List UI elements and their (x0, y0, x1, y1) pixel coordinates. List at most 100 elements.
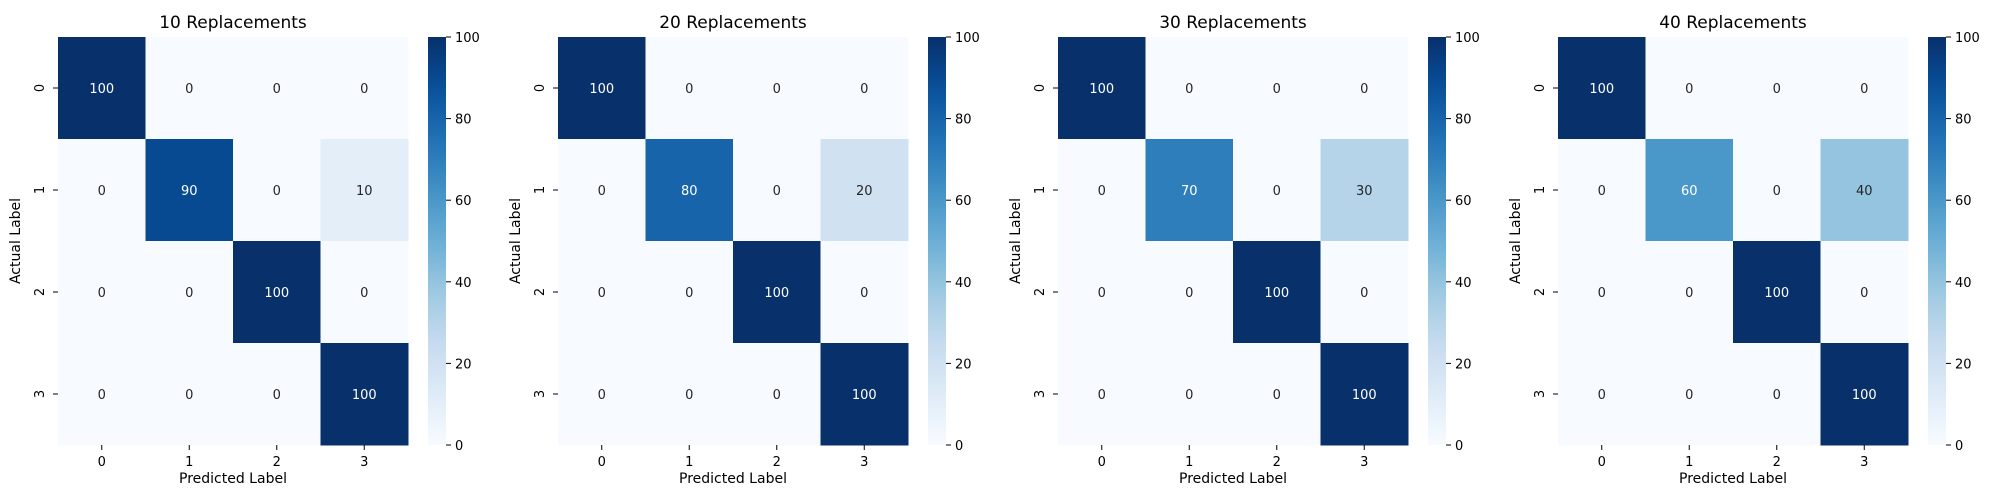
x-tick-label: 2 (1273, 455, 1281, 470)
cell-value-label: 0 (1773, 388, 1781, 403)
heatmap-cell (58, 241, 146, 344)
chart-title: 30 Replacements (1159, 13, 1307, 33)
heatmap-cell (733, 241, 821, 344)
x-tick-label: 1 (1185, 455, 1193, 470)
cell-value-label: 70 (1181, 184, 1198, 199)
heatmap-cell (645, 241, 734, 344)
cell-value-label: 0 (273, 388, 281, 403)
x-tick-label: 2 (1773, 455, 1781, 470)
cell-value-label: 80 (681, 184, 698, 199)
colorbar (1428, 37, 1446, 445)
colorbar-tick-label: 60 (455, 194, 472, 209)
heatmap-cell (320, 37, 409, 140)
heatmap-cell (645, 343, 734, 446)
y-axis-label: Actual Label (8, 198, 24, 284)
y-tick-label: 2 (1533, 288, 1548, 296)
heatmap-cell (1733, 241, 1821, 344)
cell-value-label: 0 (685, 388, 693, 403)
heatmap-cell (1233, 37, 1321, 140)
cell-value-label: 0 (273, 184, 281, 199)
cell-value-label: 100 (589, 82, 614, 97)
heatmap-cell (320, 139, 409, 242)
y-tick-label: 0 (533, 84, 548, 92)
heatmap-cell (820, 37, 909, 140)
heatmap-cell (558, 37, 646, 140)
colorbar-tick-label: 100 (955, 31, 980, 46)
y-tick-label: 1 (33, 186, 48, 194)
heatmap-cell (733, 343, 821, 446)
heatmap-cell (58, 343, 146, 446)
colorbar-tick-label: 40 (1455, 276, 1472, 291)
heatmap-cell (1558, 37, 1646, 140)
cell-value-label: 100 (1589, 82, 1614, 97)
heatmap-cell (1558, 241, 1646, 344)
heatmap-cell (1820, 37, 1909, 140)
cell-value-label: 0 (1273, 82, 1281, 97)
cell-value-label: 0 (1098, 388, 1106, 403)
cell-value-label: 0 (1598, 184, 1606, 199)
heatmap-cell (1733, 343, 1821, 446)
heatmap-cell (558, 343, 646, 446)
heatmap-cell (1820, 139, 1909, 242)
heatmap-cell (1733, 139, 1821, 242)
colorbar-tick-label: 40 (955, 276, 972, 291)
cell-value-label: 0 (273, 82, 281, 97)
x-tick-label: 0 (598, 455, 606, 470)
colorbar-tick-label: 20 (455, 357, 472, 372)
heatmap-cell (1145, 139, 1234, 242)
colorbar (1928, 37, 1946, 445)
cell-value-label: 0 (185, 286, 193, 301)
colorbar-tick-label: 40 (455, 276, 472, 291)
colorbar-tick-label: 100 (455, 31, 480, 46)
heatmap-cell (820, 343, 909, 446)
y-tick-label: 1 (533, 186, 548, 194)
cell-value-label: 0 (1360, 286, 1368, 301)
cell-value-label: 0 (685, 286, 693, 301)
cell-value-label: 0 (98, 286, 106, 301)
heatmap-cell (1820, 241, 1909, 344)
cell-value-label: 100 (1764, 286, 1789, 301)
heatmap-cell (1058, 343, 1146, 446)
colorbar-tick-label: 20 (955, 357, 972, 372)
x-axis-label: Predicted Label (1179, 471, 1287, 487)
heatmap-cell (1645, 139, 1734, 242)
cell-value-label: 100 (852, 388, 877, 403)
heatmap-cell (58, 139, 146, 242)
heatmap-cell (1145, 343, 1234, 446)
heatmap-cell (1558, 343, 1646, 446)
x-tick-label: 3 (360, 455, 368, 470)
cell-value-label: 0 (598, 286, 606, 301)
cell-value-label: 0 (1360, 82, 1368, 97)
heatmap-cell (820, 139, 909, 242)
cell-value-label: 0 (185, 82, 193, 97)
colorbar-tick-label: 0 (1955, 439, 1963, 454)
y-tick-label: 2 (533, 288, 548, 296)
heatmap-cell (733, 139, 821, 242)
cell-value-label: 0 (1773, 184, 1781, 199)
cell-value-label: 0 (598, 184, 606, 199)
cell-value-label: 0 (1185, 388, 1193, 403)
colorbar-tick-label: 60 (1455, 194, 1472, 209)
x-tick-label: 1 (185, 455, 193, 470)
colorbar-tick-label: 80 (1955, 113, 1972, 128)
cell-value-label: 100 (1352, 388, 1377, 403)
heatmap-cell (1058, 139, 1146, 242)
cell-value-label: 0 (1773, 82, 1781, 97)
x-tick-label: 1 (1685, 455, 1693, 470)
colorbar-tick-label: 0 (455, 439, 463, 454)
cell-value-label: 0 (185, 388, 193, 403)
heatmap-cell (1733, 37, 1821, 140)
heatmap-cell (1233, 343, 1321, 446)
y-tick-label: 0 (1033, 84, 1048, 92)
cell-value-label: 0 (360, 286, 368, 301)
heatmap-cell (1145, 241, 1234, 344)
heatmap-cell (733, 37, 821, 140)
x-tick-label: 3 (1360, 455, 1368, 470)
heatmap-cell (145, 37, 234, 140)
colorbar-tick-label: 100 (1455, 31, 1480, 46)
x-tick-label: 0 (1098, 455, 1106, 470)
x-axis-label: Predicted Label (679, 471, 787, 487)
